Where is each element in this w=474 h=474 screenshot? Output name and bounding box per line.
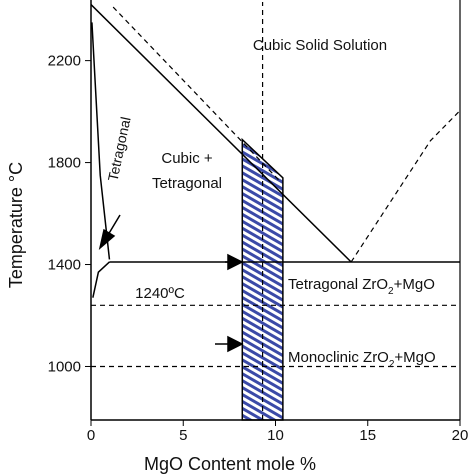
arrow-head [227,335,244,353]
phase-boundary [112,6,280,181]
x-tick-label: 15 [359,427,376,444]
phase-boundary [92,261,110,298]
annotation-part: Monoclinic ZrO [288,349,389,366]
annotation: Tetragonal [152,175,222,192]
y-tick-label: 2200 [48,53,81,70]
arrow-head [98,228,116,251]
y-tick-label: 1400 [48,257,81,274]
y-tick-label: 1000 [48,358,81,375]
annotation: Monoclinic ZrO2+MgO [288,349,436,370]
annotation-part: +MgO [394,276,435,293]
arrow-shaft [107,214,121,236]
annotation: 1240ºC [135,285,185,302]
x-tick-label: 5 [179,427,187,444]
y-axis-label: Temperature °C [6,162,26,288]
plot [90,2,461,421]
annotation: Tetragonal [104,115,133,182]
annotation-part: +MgO [394,349,435,366]
phase-boundary [91,22,111,260]
annotation: Cubic + [161,150,213,167]
annotation-subscript: 2 [388,286,394,297]
annotation-subscript: 2 [389,359,395,370]
phase-boundary [90,4,352,263]
y-tick-label: 1800 [48,155,81,172]
arrow-head [227,253,244,271]
x-tick-label: 10 [267,427,284,444]
x-tick-label: 0 [87,427,95,444]
phase-boundary [350,110,461,263]
annotation: Cubic Solid Solution [253,37,387,54]
arrows [98,214,244,353]
annotation-part: Tetragonal ZrO [288,276,388,293]
annotation: Tetragonal ZrO2+MgO [288,276,435,297]
x-tick-label: 20 [452,427,469,444]
x-axis-label: MgO Content mole % [144,454,316,474]
